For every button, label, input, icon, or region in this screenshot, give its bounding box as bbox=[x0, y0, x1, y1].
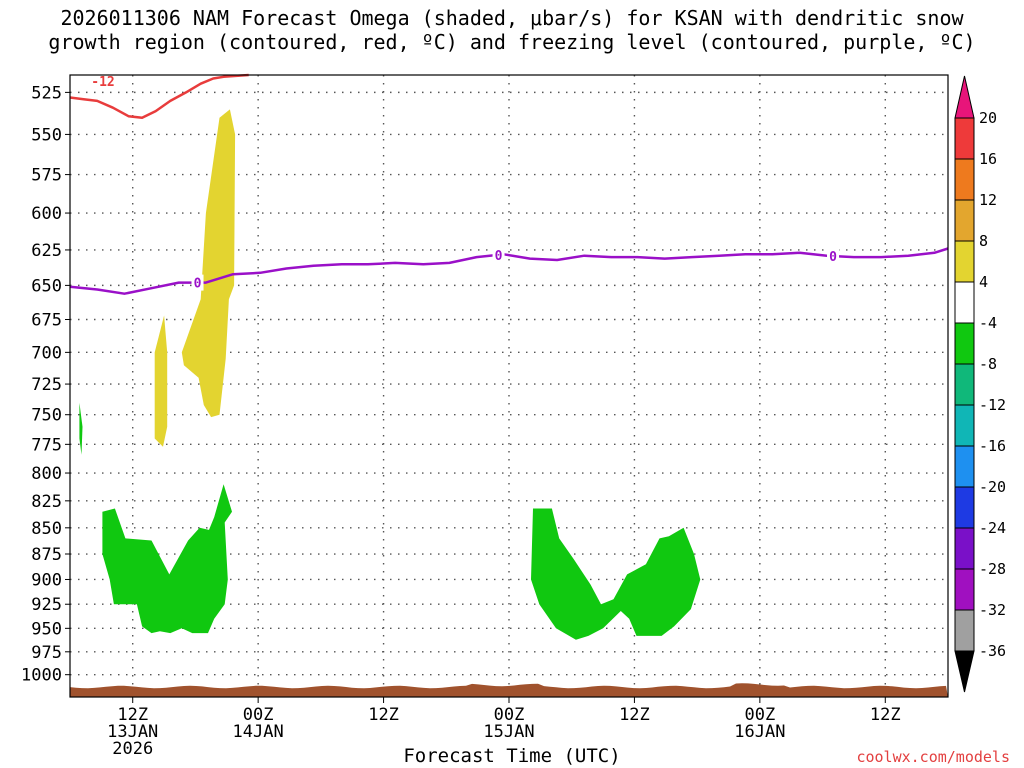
y-tick-label: 900 bbox=[31, 570, 62, 590]
y-tick-label: 1000 bbox=[21, 666, 62, 686]
x-tick-label: 15JAN bbox=[483, 722, 534, 742]
colorbar-segment bbox=[954, 404, 975, 447]
contour-label-background bbox=[191, 274, 204, 291]
contour-label-background bbox=[827, 248, 840, 265]
y-tick-label: 875 bbox=[31, 545, 62, 565]
y-tick-label: 825 bbox=[31, 492, 62, 512]
omega-negative-region bbox=[102, 484, 233, 634]
y-tick-label: 725 bbox=[31, 375, 62, 395]
dendritic-contour-label: -12 bbox=[91, 75, 114, 90]
y-tick-label: 800 bbox=[31, 464, 62, 484]
title-line-1: 2026011306 NAM Forecast Omega (shaded, μ… bbox=[60, 6, 964, 30]
omega-negative-region bbox=[79, 402, 83, 455]
x-axis-label: Forecast Time (UTC) bbox=[403, 745, 621, 767]
x-tick-label: 00Z bbox=[744, 705, 775, 725]
colorbar-segment bbox=[954, 281, 975, 324]
colorbar-segment bbox=[954, 117, 975, 160]
colorbar-label: -4 bbox=[979, 314, 997, 332]
freezing-level-contour-label: 0 bbox=[829, 250, 837, 265]
colorbar-label: 16 bbox=[979, 150, 997, 168]
x-tick-label: 12Z bbox=[619, 705, 650, 725]
x-tick-label: 2026 bbox=[112, 739, 153, 759]
colorbar-segment bbox=[954, 568, 975, 611]
x-tick-label: 00Z bbox=[243, 705, 274, 725]
credit-link[interactable]: coolwx.com/models bbox=[856, 748, 1010, 766]
y-tick-label: 700 bbox=[31, 343, 62, 363]
colorbar-segment bbox=[954, 199, 975, 242]
y-tick-label: 600 bbox=[31, 204, 62, 224]
x-tick-label: 16JAN bbox=[734, 722, 785, 742]
x-tick-label: 12Z bbox=[870, 705, 901, 725]
colorbar-bottom-arrow bbox=[954, 650, 975, 693]
y-tick-label: 550 bbox=[31, 125, 62, 145]
freezing-level-contour-label: 0 bbox=[495, 249, 503, 264]
colorbar-label: -12 bbox=[979, 396, 1006, 414]
colorbar-label: 12 bbox=[979, 191, 997, 209]
x-tick-label: 00Z bbox=[494, 705, 525, 725]
omega-negative-region bbox=[531, 508, 701, 640]
colorbar-label: -32 bbox=[979, 601, 1006, 619]
colorbar-label: -8 bbox=[979, 355, 997, 373]
colorbar-segment bbox=[954, 527, 975, 570]
y-tick-label: 675 bbox=[31, 310, 62, 330]
x-tick-label: 12Z bbox=[117, 705, 148, 725]
title-line-2: growth region (contoured, red, ºC) and f… bbox=[48, 30, 976, 54]
colorbar-segment bbox=[954, 363, 975, 406]
y-tick-label: 950 bbox=[31, 619, 62, 639]
omega-positive-region bbox=[181, 109, 236, 418]
x-tick-label: 14JAN bbox=[233, 722, 284, 742]
freezing-level-contour-line bbox=[69, 247, 949, 295]
y-tick-label: 750 bbox=[31, 406, 62, 426]
contour-label-background bbox=[492, 246, 505, 263]
y-tick-label: 850 bbox=[31, 519, 62, 539]
colorbar-label: 20 bbox=[979, 109, 997, 127]
x-tick-label: 12Z bbox=[368, 705, 399, 725]
y-tick-label: 925 bbox=[31, 595, 62, 615]
terrain-surface bbox=[70, 683, 948, 697]
x-tick-label: 13JAN bbox=[107, 722, 158, 742]
colorbar-label: -20 bbox=[979, 478, 1006, 496]
y-tick-label: 625 bbox=[31, 241, 62, 261]
freezing-level-contour-label: 0 bbox=[194, 277, 202, 292]
contour-label-background bbox=[88, 73, 118, 89]
y-tick-label: 650 bbox=[31, 276, 62, 296]
y-tick-label: 975 bbox=[31, 643, 62, 663]
colorbar-segment bbox=[954, 486, 975, 529]
colorbar-segment bbox=[954, 240, 975, 283]
colorbar-label: -24 bbox=[979, 519, 1006, 537]
colorbar-label: -36 bbox=[979, 642, 1006, 660]
y-tick-label: 775 bbox=[31, 435, 62, 455]
chart-title: 2026011306 NAM Forecast Omega (shaded, μ… bbox=[0, 6, 1024, 54]
colorbar-segment bbox=[954, 445, 975, 488]
colorbar-label: 8 bbox=[979, 232, 988, 250]
colorbar-top-arrow bbox=[954, 75, 975, 119]
colorbar-segment bbox=[954, 158, 975, 201]
colorbar-label: 4 bbox=[979, 273, 988, 291]
omega-positive-region bbox=[154, 315, 168, 447]
colorbar-label: -28 bbox=[979, 560, 1006, 578]
colorbar-segment bbox=[954, 609, 975, 652]
y-tick-label: 525 bbox=[31, 83, 62, 103]
dendritic-contour-line bbox=[69, 73, 249, 120]
colorbar-label: -16 bbox=[979, 437, 1006, 455]
colorbar-segment bbox=[954, 322, 975, 365]
y-tick-label: 575 bbox=[31, 166, 62, 186]
